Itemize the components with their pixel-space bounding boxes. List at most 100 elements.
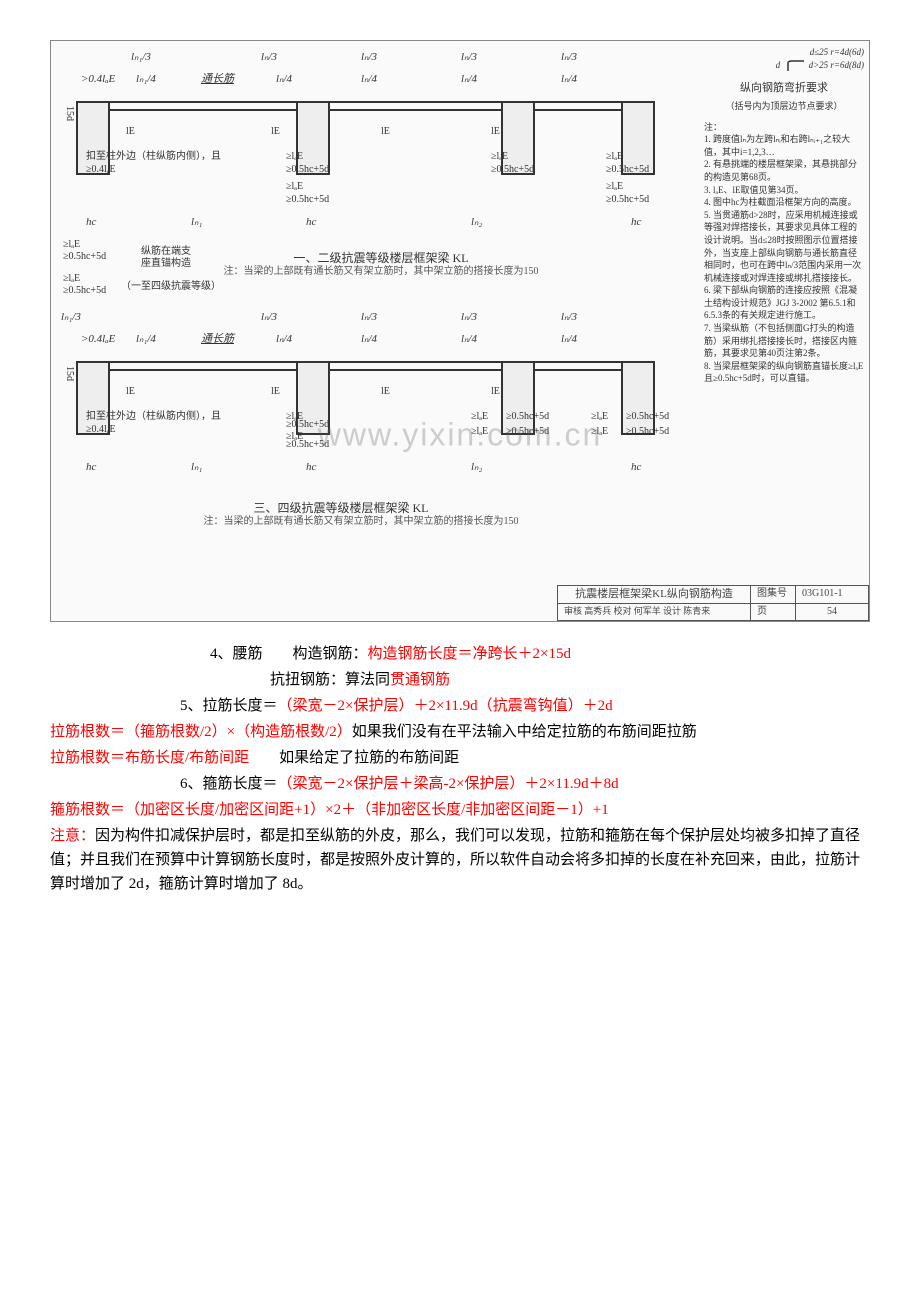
dim-label: hc: [306, 461, 316, 474]
lE-label: lE: [381, 386, 390, 398]
support-note: ≥0.5hc+5d: [63, 251, 106, 263]
dim-label: hc: [631, 461, 641, 474]
support-note: ≥0.5hc+5d: [491, 164, 534, 176]
dim-label: >0.4lₐE: [81, 73, 115, 86]
dim-label: lₙ/3: [461, 311, 477, 324]
bend-sub: （括号内为顶层边节点要求）: [704, 100, 864, 113]
dim-label: >0.4lₐE: [81, 333, 115, 346]
titleblock-page-value: 54: [796, 604, 869, 620]
lE-label: lE: [491, 386, 500, 398]
titleblock-page-label: 页: [751, 604, 796, 620]
support-note: ≥0.5hc+5d: [286, 419, 329, 431]
dim-label: 通长筋: [201, 333, 234, 346]
bend-note: d≤25 r=4d(6d): [810, 47, 864, 57]
document-text: 4、腰筋 构造钢筋：构造钢筋长度＝净跨长＋2×15d 抗扭钢筋：算法同贯通钢筋 …: [50, 642, 870, 896]
titleblock-set-value: 03G101-1: [796, 586, 869, 603]
dim-label: lₙ/3: [361, 311, 377, 324]
text-4b: 抗扭钢筋：算法同: [270, 672, 390, 688]
text-6a: 如果我们没有在平法输入中给定拉筋的布筋间距拉筋: [352, 724, 697, 740]
diagram-title-2: 三、四级抗震等级楼层框架梁 KL: [201, 501, 481, 515]
dim-label: hc: [86, 216, 96, 229]
dim-label: lₙ/3: [261, 51, 277, 64]
dim-label: lₙ/4: [361, 333, 377, 346]
dim-label: lₙ₁: [191, 216, 202, 229]
dim-label: lₙ/3: [261, 311, 277, 324]
dim-15d: 15d: [63, 366, 75, 381]
text-7-red: （梁宽－2×保护层＋梁高-2×保护层）＋2×11.9d＋8d: [278, 776, 619, 792]
note-item: 3. lₐE、lE取值见第34页。: [704, 184, 864, 197]
support-note: ≥0.5hc+5d: [506, 426, 549, 438]
note-item: 8. 当梁层框架梁的纵向钢筋直锚长度≥lₐE且≥0.5hc+5d时，可以直锚。: [704, 360, 864, 385]
text-9: 因为构件扣减保护层时，都是扣至纵筋的外皮，那么，我们可以发现，拉筋和箍筋在每个保…: [50, 828, 860, 892]
support-note: ≥lₐE: [63, 273, 80, 285]
lE-label: lE: [271, 126, 280, 138]
diagram-subtitle-1: 注：当梁的上部既有通长筋又有架立筋时，其中架立筋的搭接长度为150: [181, 266, 581, 278]
side-anchor: 纵筋在端支: [141, 246, 191, 258]
support-note: ≥0.5hc+5d: [286, 164, 329, 176]
text-9a-red: 注意：: [50, 828, 95, 844]
text-6b-red: 拉筋根数＝布筋长度/布筋间距: [50, 750, 249, 766]
text-6a-red: 拉筋根数＝（箍筋根数/2）×（构造筋根数/2）: [50, 724, 352, 740]
dim-label: lₙ/3: [361, 51, 377, 64]
support-note: ≥lₐE: [63, 239, 80, 251]
titleblock-row2: 审核 高秀兵 校对 何军羊 设计 陈青来: [558, 604, 751, 620]
structural-diagram: lₙ₁/3 lₙ/3 lₙ/3 lₙ/3 lₙ/3 >0.4lₐE lₙ₁/4 …: [50, 40, 870, 622]
note-item: 6. 梁下部纵向钢筋的连接应按照《混凝土结构设计规范》JGJ 3-2002 第6…: [704, 284, 864, 322]
dim-label: hc: [86, 461, 96, 474]
dim-label: lₙ/3: [561, 311, 577, 324]
dim-label: lₙ/4: [276, 73, 292, 86]
dim-label: 通长筋: [201, 73, 234, 86]
support-note: ≥0.5hc+5d: [606, 164, 649, 176]
lE-label: lE: [271, 386, 280, 398]
support-note: ≥lₐE: [491, 151, 508, 163]
support-note: ≥0.5hc+5d: [506, 411, 549, 423]
text-7: 6、箍筋长度＝: [180, 776, 278, 792]
dim-label: lₙ₂: [471, 216, 482, 229]
dim-label: hc: [631, 216, 641, 229]
bend-icon: [786, 59, 806, 73]
lE-label: lE: [491, 126, 500, 138]
dim-label: lₙ/3: [561, 51, 577, 64]
bend-title: 纵向钢筋弯折要求: [704, 81, 864, 96]
dim-15d: 15d: [63, 106, 75, 121]
dim-label: lₙ/4: [561, 73, 577, 86]
text-4a-red: 构造钢筋长度＝净跨长＋2×15d: [368, 646, 571, 662]
side-anchor: （一至四级抗震等级）: [121, 281, 221, 293]
note-item: 1. 跨度值lₙ为左跨lₙᵢ和右跨lₙᵢ₊₁之较大值，其中i=1,2,3…: [704, 133, 864, 158]
diagram-subtitle-2: 注：当梁的上部既有通长筋又有架立筋时，其中架立筋的搭接长度为150: [161, 516, 561, 528]
support-note: ≥0.5hc+5d: [606, 194, 649, 206]
dim-label: lₙ₁/4: [136, 73, 156, 86]
text-4a: 4、腰筋 构造钢筋：: [210, 646, 368, 662]
support-note: ≥lₐE: [471, 411, 488, 423]
dim-label: lₙ₂: [471, 461, 482, 474]
title-block: 抗震楼层框架梁KL纵向钢筋构造 图集号 03G101-1 审核 高秀兵 校对 何…: [557, 585, 869, 621]
dim-label: lₙ/4: [461, 333, 477, 346]
anchor-note: 扣至柱外边（柱纵筋内侧），且: [86, 411, 221, 423]
note-item: 5. 当贯通筋d>28时，应采用机械连接或等强对焊搭接长，其要求见具体工程的设计…: [704, 209, 864, 285]
support-note: ≥lₐE: [591, 426, 608, 438]
note-item: 4. 图中hc为柱截面沿框架方向的高度。: [704, 196, 864, 209]
dim-label: lₙ₁: [191, 461, 202, 474]
anchor-note: ≥0.4lₐE: [86, 424, 116, 436]
support-note: ≥lₐE: [286, 151, 303, 163]
titleblock-set-label: 图集号: [751, 586, 796, 603]
dim-label: lₙ₁/4: [136, 333, 156, 346]
diagram-title-1: 一、二级抗震等级楼层框架梁 KL: [241, 251, 521, 265]
anchor-note: 扣至柱外边（柱纵筋内侧），且: [86, 151, 221, 163]
support-note: ≥0.5hc+5d: [286, 194, 329, 206]
titleblock-main: 抗震楼层框架梁KL纵向钢筋构造: [558, 586, 751, 603]
notes-heading: 注：: [704, 121, 864, 134]
dim-label: hc: [306, 216, 316, 229]
support-note: ≥lₐE: [286, 181, 303, 193]
text-8-red: 箍筋根数＝（加密区长度/加密区间距+1）×2＋（非加密区长度/非加密区间距－1）…: [50, 802, 609, 818]
support-note: ≥0.5hc+5d: [626, 426, 669, 438]
text-6b: 如果给定了拉筋的布筋间距: [249, 750, 459, 766]
note-item: 2. 有悬挑端的楼层框架梁，其悬挑部分的构造见第68页。: [704, 158, 864, 183]
side-notes: d≤25 r=4d(6d) d d>25 r=6d(8d) 纵向钢筋弯折要求 （…: [704, 46, 864, 385]
support-note: ≥lₐE: [471, 426, 488, 438]
support-note: ≥lₐE: [606, 181, 623, 193]
dim-label: lₙ/4: [276, 333, 292, 346]
text-5: 5、拉筋长度＝: [180, 698, 278, 714]
dim-label: lₙ/4: [561, 333, 577, 346]
lE-label: lE: [381, 126, 390, 138]
